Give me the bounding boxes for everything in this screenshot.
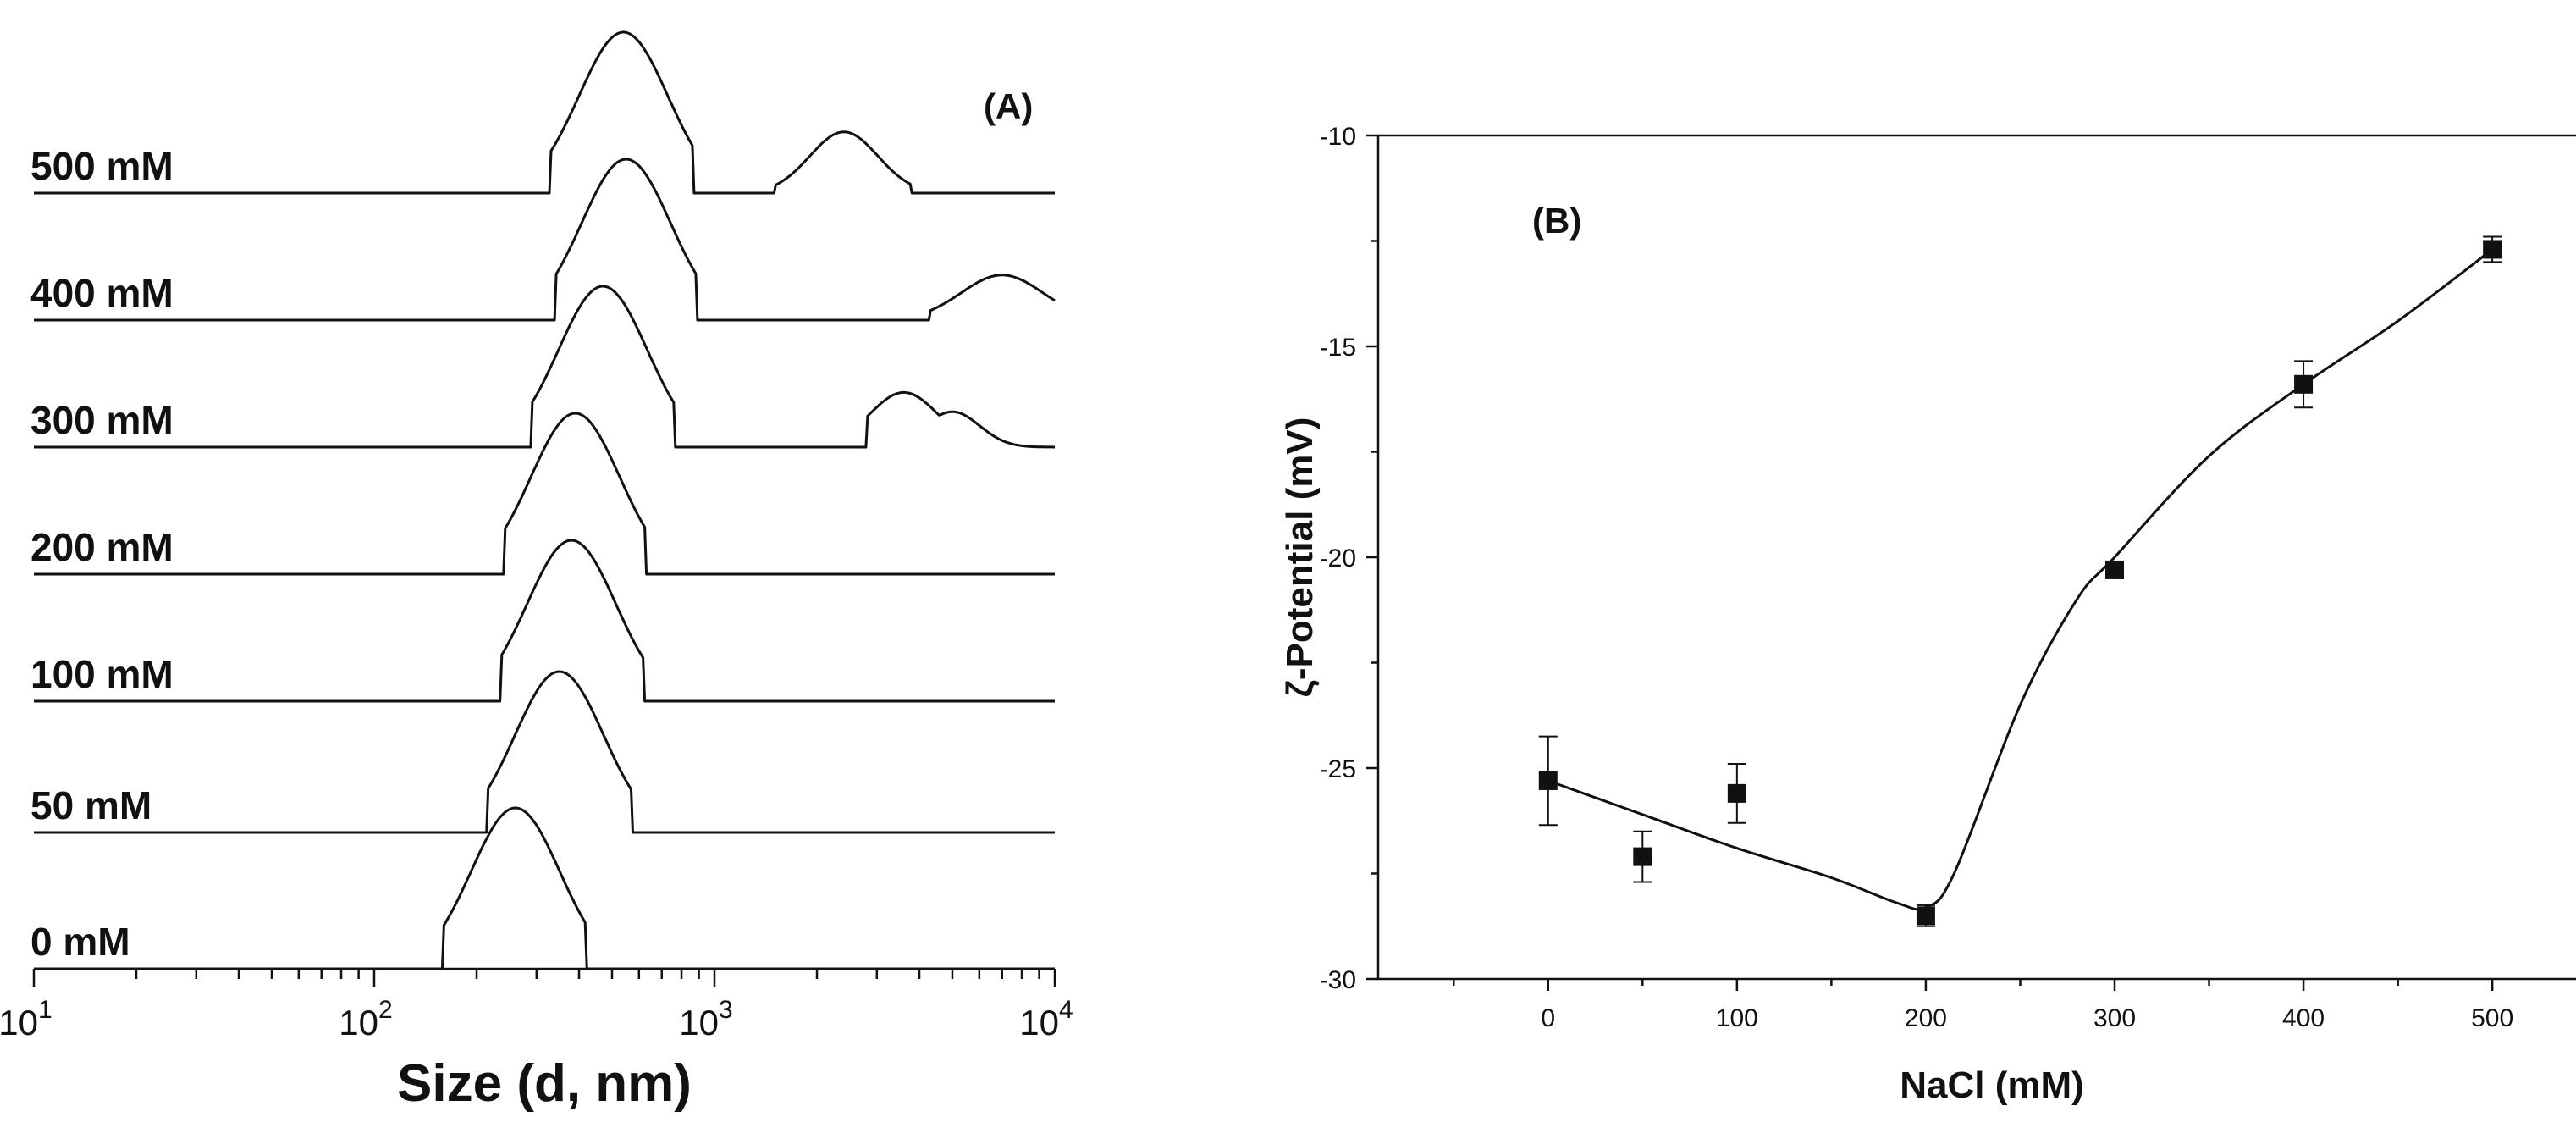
x-tick-label: 500 <box>2471 1004 2513 1032</box>
panel-b-y-axis-title: ζ-Potential (mV) <box>1279 417 1321 698</box>
curve-label: 500 mM <box>30 144 174 188</box>
panel-a-label: (A) <box>984 86 1033 126</box>
curve-label: 50 mM <box>30 783 152 827</box>
size-curve-100-mm <box>34 539 1055 703</box>
size-curve-300-mm <box>34 285 1055 449</box>
panel-b-axis-ticks: 0 100 200 300 400 500 -10 -15 -20 -25 -30 <box>1320 123 2514 1032</box>
x-tick-label: 100 <box>1716 1004 1758 1032</box>
data-point <box>1633 847 1652 866</box>
x-tick-label: 103 <box>679 996 732 1042</box>
x-tick-label: 400 <box>2282 1004 2325 1032</box>
curve-label: 100 mM <box>30 652 174 696</box>
y-tick-label: -25 <box>1320 755 1356 783</box>
panel-a-x-axis-title: Size (d, nm) <box>397 1054 692 1113</box>
panel-b-x-axis-title: NaCl (mM) <box>1900 1064 2084 1106</box>
panel-b-zeta-potential: (B) 0 100 200 300 400 500 -10 -15 -20 -25 -30 NaCl… <box>1279 123 2576 1106</box>
y-tick-label: -30 <box>1320 966 1356 994</box>
data-point <box>2105 560 2124 579</box>
data-point <box>1916 906 1935 926</box>
x-tick-label: 104 <box>1019 996 1073 1042</box>
size-distribution-curves <box>34 30 1056 970</box>
x-tick-label: 102 <box>339 996 392 1042</box>
curve-label: 300 mM <box>30 398 174 442</box>
panel-a-x-ticks: 101 102 103 104 <box>0 969 1073 1042</box>
size-curve-200-mm <box>34 412 1055 576</box>
curve-label: 0 mM <box>30 920 130 964</box>
curve-label: 400 mM <box>30 271 174 315</box>
curve-label: 200 mM <box>30 525 174 569</box>
data-point <box>2294 374 2314 394</box>
x-tick-label: 0 <box>1541 1004 1555 1032</box>
y-tick-label: -20 <box>1320 545 1356 572</box>
y-tick-label: -10 <box>1320 123 1356 151</box>
concentration-labels: 0 mM 50 mM 100 mM 200 mM 300 mM 400 mM 500 mM <box>30 144 174 964</box>
zeta-data-points <box>1538 235 2502 927</box>
panel-a-dls-size-distribution: (A) 0 mM 50 mM 100 mM 200 mM 300 mM 400 mM 500… <box>0 30 1073 1113</box>
panel-b-plot-frame <box>1376 134 2576 981</box>
x-tick-label: 200 <box>1905 1004 1947 1032</box>
size-curve-500-mm <box>34 30 1055 195</box>
x-tick-label: 300 <box>2093 1004 2136 1032</box>
zeta-fit-line <box>1547 248 2494 911</box>
data-point <box>1727 783 1746 803</box>
size-curve-50-mm <box>34 670 1055 834</box>
x-tick-label: 101 <box>0 996 52 1042</box>
y-tick-label: -15 <box>1320 334 1356 362</box>
size-curve-400-mm <box>34 158 1056 322</box>
panel-b-label: (B) <box>1532 201 1581 241</box>
data-point <box>2483 240 2502 259</box>
data-point <box>1538 771 1558 790</box>
